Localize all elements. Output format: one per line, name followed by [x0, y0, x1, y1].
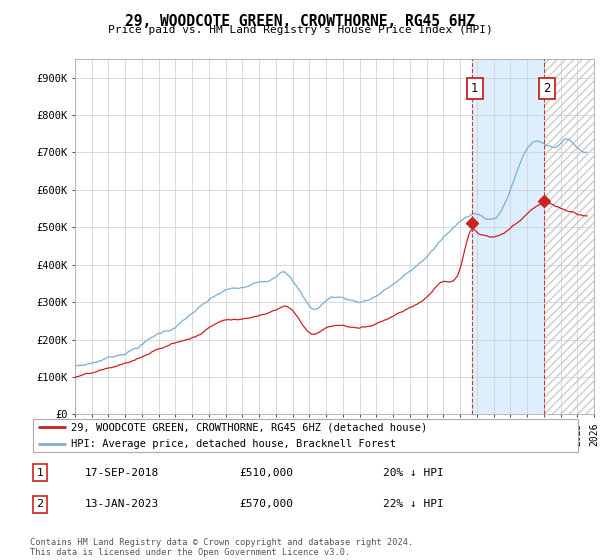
Text: Price paid vs. HM Land Registry's House Price Index (HPI): Price paid vs. HM Land Registry's House …: [107, 25, 493, 35]
Text: £570,000: £570,000: [240, 500, 294, 510]
Text: 13-JAN-2023: 13-JAN-2023: [85, 500, 160, 510]
Text: HPI: Average price, detached house, Bracknell Forest: HPI: Average price, detached house, Brac…: [71, 439, 397, 449]
Text: 20% ↓ HPI: 20% ↓ HPI: [383, 468, 444, 478]
Bar: [472, 59, 544, 414]
Text: Contains HM Land Registry data © Crown copyright and database right 2024.
This d: Contains HM Land Registry data © Crown c…: [30, 538, 413, 557]
FancyBboxPatch shape: [33, 419, 578, 452]
Text: 29, WOODCOTE GREEN, CROWTHORNE, RG45 6HZ: 29, WOODCOTE GREEN, CROWTHORNE, RG45 6HZ: [125, 14, 475, 29]
Text: 29, WOODCOTE GREEN, CROWTHORNE, RG45 6HZ (detached house): 29, WOODCOTE GREEN, CROWTHORNE, RG45 6HZ…: [71, 422, 428, 432]
Text: 2: 2: [37, 500, 43, 510]
Text: 17-SEP-2018: 17-SEP-2018: [85, 468, 160, 478]
Text: £510,000: £510,000: [240, 468, 294, 478]
Bar: [544, 59, 594, 414]
Text: 1: 1: [471, 82, 478, 95]
Text: 1: 1: [37, 468, 43, 478]
Bar: [544, 59, 594, 414]
Text: 22% ↓ HPI: 22% ↓ HPI: [383, 500, 444, 510]
Text: 2: 2: [543, 82, 551, 95]
